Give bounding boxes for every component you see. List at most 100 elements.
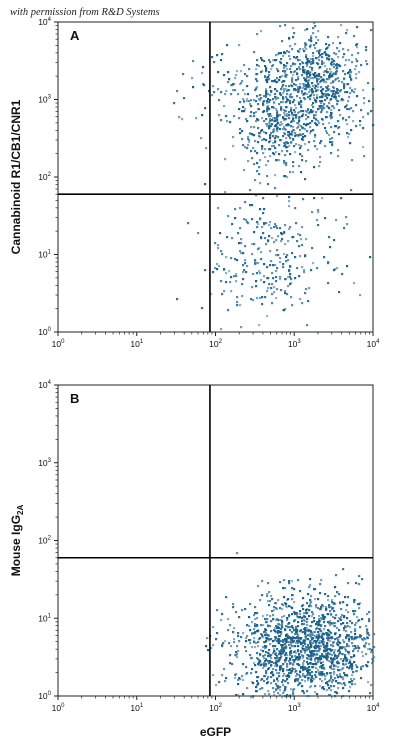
data-point (284, 72, 287, 75)
data-point (256, 95, 259, 98)
x-tick-label: 104 (367, 703, 380, 713)
data-point (269, 655, 272, 658)
data-point (232, 145, 235, 148)
data-point (215, 684, 218, 687)
data-point (336, 657, 339, 660)
data-point (309, 584, 312, 587)
data-point (324, 65, 327, 68)
data-point (307, 638, 310, 641)
data-point (276, 110, 279, 113)
data-point (261, 580, 264, 583)
data-point (336, 637, 339, 640)
data-point (319, 66, 322, 69)
data-point (332, 86, 335, 89)
data-point (356, 43, 359, 46)
data-point (284, 278, 287, 281)
data-point (291, 85, 294, 88)
data-point (204, 183, 207, 186)
data-point (293, 588, 296, 591)
data-point (240, 70, 243, 73)
data-point (291, 670, 294, 673)
data-point (260, 237, 263, 240)
data-point (237, 650, 240, 653)
data-point (294, 135, 297, 138)
data-point (263, 60, 266, 63)
data-point (320, 645, 323, 648)
data-point (314, 76, 317, 79)
data-point (302, 655, 305, 658)
data-point (290, 296, 293, 299)
data-point (328, 660, 331, 663)
data-point (286, 93, 289, 96)
data-point (314, 635, 317, 638)
data-point (309, 98, 312, 101)
data-point (286, 675, 289, 678)
data-point (251, 157, 254, 160)
data-point (273, 241, 276, 244)
data-point (266, 277, 269, 280)
data-point (322, 78, 325, 81)
data-point (315, 101, 318, 104)
x-tick-label: 102 (209, 339, 222, 349)
data-point (298, 275, 301, 278)
data-point (270, 672, 273, 675)
data-point (306, 627, 309, 630)
data-point (339, 65, 342, 68)
data-point (249, 654, 252, 657)
data-point (281, 616, 284, 619)
data-point (315, 662, 318, 665)
data-point (324, 217, 327, 220)
data-point (373, 656, 376, 659)
data-point (290, 141, 293, 144)
data-point (355, 73, 358, 76)
data-point (245, 271, 248, 274)
data-point (266, 110, 269, 113)
data-point (258, 173, 261, 176)
data-point (302, 110, 305, 113)
data-point (282, 266, 285, 269)
data-point (265, 79, 268, 82)
data-point (329, 68, 332, 71)
data-point (318, 648, 321, 651)
data-point (304, 292, 307, 295)
data-point (304, 652, 307, 655)
data-point (294, 207, 297, 210)
data-point (327, 282, 330, 285)
data-point (281, 40, 284, 43)
data-point (285, 106, 288, 109)
data-point (309, 578, 312, 581)
data-point (292, 36, 295, 39)
data-point (348, 653, 351, 656)
data-point (313, 197, 316, 200)
data-point (339, 673, 342, 676)
data-point (330, 74, 333, 77)
data-point (240, 82, 243, 85)
data-point (230, 257, 233, 260)
data-point (259, 297, 262, 300)
data-point (308, 39, 311, 42)
data-point (325, 606, 328, 609)
data-point (351, 683, 354, 686)
data-point (318, 56, 321, 59)
data-point (365, 46, 368, 49)
data-point (357, 52, 360, 55)
data-point (252, 273, 255, 276)
data-point (287, 134, 290, 137)
data-point (249, 103, 252, 106)
data-point (321, 63, 324, 66)
data-point (296, 68, 299, 71)
data-point (290, 93, 293, 96)
data-point (370, 684, 373, 687)
data-point (225, 596, 228, 599)
data-point (285, 88, 288, 91)
data-point (244, 262, 247, 265)
data-point (345, 609, 348, 612)
data-point (323, 71, 326, 74)
data-point (281, 681, 284, 684)
data-point (259, 661, 262, 664)
data-point (205, 645, 208, 648)
data-point (295, 637, 298, 640)
data-point (250, 126, 253, 129)
data-point (322, 661, 325, 664)
data-point (312, 55, 315, 58)
